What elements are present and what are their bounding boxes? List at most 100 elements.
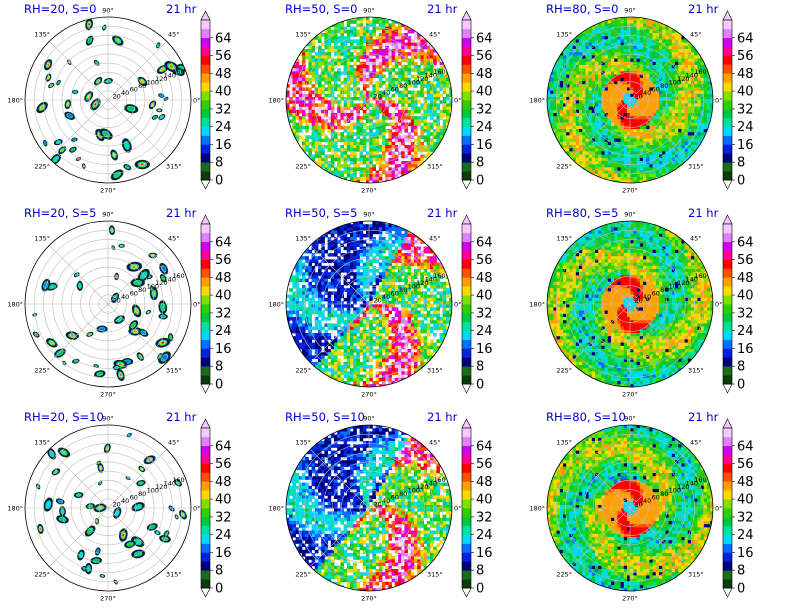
field-cell (643, 93, 647, 98)
field-cell (643, 129, 647, 133)
field-cell (553, 116, 557, 120)
field-cell (668, 125, 673, 130)
field-cell (398, 97, 402, 101)
field-cell (652, 55, 657, 59)
field-cell (382, 157, 386, 162)
field-cell (649, 74, 653, 79)
field-cell (388, 113, 392, 117)
field-cell (630, 26, 634, 31)
colorbar-tick-label: 40 (215, 85, 232, 100)
field-cell (330, 141, 335, 146)
colorbar-segment (201, 295, 210, 305)
field-cell (598, 138, 602, 143)
field-cell (414, 125, 418, 130)
field-cell (547, 90, 551, 95)
field-cell (372, 246, 376, 251)
field-cell (410, 68, 415, 72)
field-cell (321, 61, 325, 66)
field-cell (321, 90, 325, 95)
field-cell (334, 52, 338, 56)
field-cell (321, 240, 325, 244)
field-cell (691, 71, 695, 75)
field-cell (337, 36, 341, 40)
field-cell (601, 55, 605, 59)
cell-contour (54, 158, 57, 161)
field-cell (579, 36, 583, 40)
field-cell (362, 36, 367, 40)
field-cell (337, 74, 341, 79)
field-cell (369, 90, 373, 95)
field-cell (646, 58, 650, 63)
field-cell (671, 55, 676, 59)
field-cell (579, 33, 583, 37)
field-cell (623, 154, 628, 159)
field-cell (611, 145, 615, 149)
field-cell (327, 122, 332, 127)
field-cell (356, 233, 360, 238)
field-cell (346, 58, 351, 63)
field-cell (366, 45, 370, 50)
field-cell (334, 141, 338, 146)
field-cell (563, 68, 567, 72)
field-cell (652, 93, 657, 98)
field-cell (675, 154, 679, 159)
field-cell (372, 113, 376, 117)
field-cell (359, 138, 364, 143)
cell-contour (141, 80, 144, 83)
field-cell (362, 177, 367, 181)
field-cell (643, 135, 647, 139)
field-cell (665, 148, 669, 152)
field-cell (420, 84, 424, 88)
field-cell (617, 129, 621, 133)
field-cell (340, 132, 344, 136)
field-cell (356, 68, 360, 72)
field-cell (668, 148, 673, 152)
field-cell (710, 90, 713, 95)
field-cell (627, 106, 631, 111)
field-cell (678, 90, 682, 95)
field-cell (611, 154, 615, 159)
field-cell (330, 58, 335, 63)
field-cell (678, 77, 682, 82)
field-cell (359, 224, 364, 228)
field-cell (607, 65, 612, 69)
field-cell (378, 177, 383, 181)
field-cell (675, 58, 679, 63)
field-cell (410, 103, 415, 107)
field-cell (388, 237, 392, 241)
field-cell (391, 58, 396, 63)
field-cell (391, 29, 396, 34)
field-cell (346, 230, 351, 235)
field-cell (446, 122, 450, 127)
field-cell (314, 52, 319, 56)
field-cell (327, 45, 332, 50)
field-cell (572, 122, 577, 127)
field-cell (604, 68, 609, 72)
field-cell (311, 119, 316, 123)
field-cell (636, 42, 641, 47)
colorbar-segment (201, 126, 210, 136)
cell-contour (120, 245, 123, 247)
field-cell (385, 33, 389, 37)
field-cell (559, 93, 564, 98)
field-cell (330, 65, 335, 69)
field-cell (308, 68, 312, 72)
field-cell (681, 81, 685, 85)
field-cell (407, 145, 412, 149)
field-cell (668, 45, 673, 50)
field-cell (426, 151, 431, 155)
field-cell (340, 36, 344, 40)
field-cell (410, 39, 415, 43)
field-cell (691, 122, 695, 127)
field-cell (382, 243, 386, 247)
field-cell (337, 170, 341, 175)
field-cell (630, 33, 634, 37)
field-cell (420, 87, 424, 91)
field-cell (372, 148, 376, 152)
field-cell (639, 61, 644, 66)
field-cell (665, 129, 669, 133)
field-cell (369, 71, 373, 75)
radius-tick-label: 160 (694, 68, 706, 76)
field-cell (289, 100, 293, 104)
field-cell (423, 52, 428, 56)
